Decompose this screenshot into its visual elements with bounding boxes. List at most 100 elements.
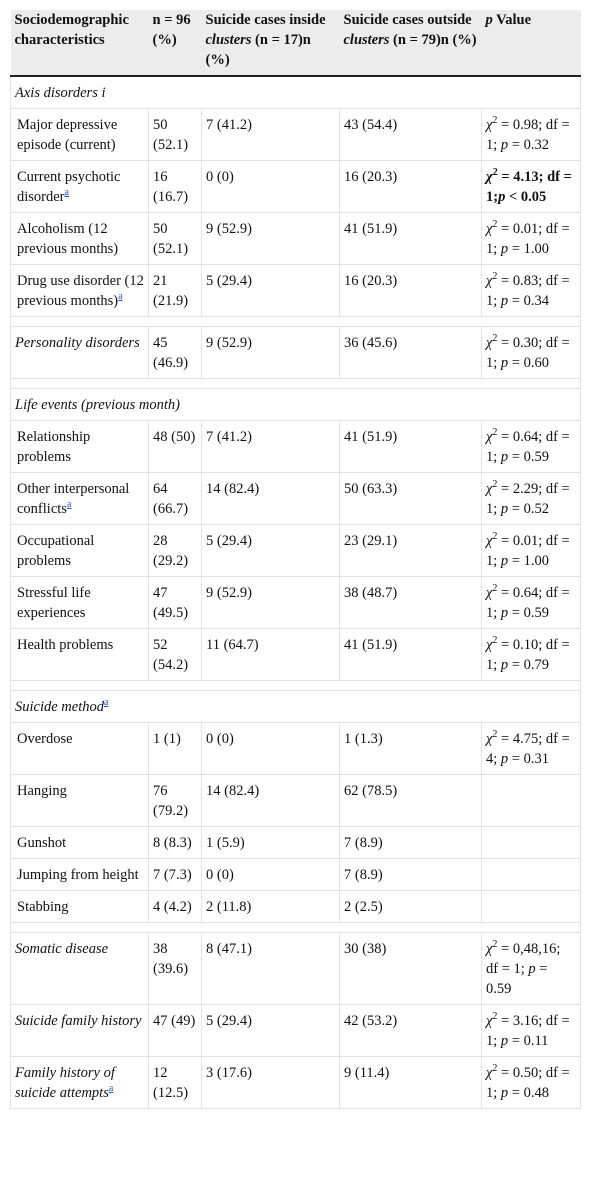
row-label: Stressful life experiences (10, 576, 149, 629)
data-cell: 8 (8.3) (148, 826, 202, 859)
data-cell: 23 (29.1) (339, 524, 482, 577)
data-cell: 9 (52.9) (201, 576, 340, 629)
row-label: Jumping from height (10, 858, 149, 891)
text-segment: p (500, 355, 509, 371)
spacer-cell (10, 316, 581, 327)
data-row: Major depressive episode (current) 50 (52… (10, 108, 581, 161)
text-segment: Suicide method (15, 699, 104, 715)
text-segment: Sociodemographic characteristics (14, 12, 129, 48)
column-header: Sociodemographic characteristics (10, 10, 149, 77)
text-segment: 2 (492, 1063, 498, 1075)
row-label: Drug use disorder (12 previous months)a (10, 264, 149, 317)
text-segment: 2 (492, 635, 498, 647)
data-cell: 50 (52.1) (148, 212, 202, 265)
text-segment: = 0.64; df = 1; (486, 585, 570, 621)
data-table: Sociodemographic characteristics n = 96 (… (10, 10, 581, 1109)
text-segment: Jumping from height (17, 867, 139, 883)
text-segment: Stressful life experiences (17, 585, 91, 621)
data-cell: 28 (29.2) (148, 524, 202, 577)
footnote-link[interactable]: a (64, 187, 69, 199)
data-cell: 7 (41.2) (201, 420, 340, 473)
data-cell: 45 (46.9) (148, 326, 202, 379)
data-cell: 1 (1.3) (339, 722, 482, 775)
data-cell: χ2 = 0.01; df = 1; p = 1.00 (481, 212, 581, 265)
header-row: Sociodemographic characteristics n = 96 (… (10, 10, 581, 77)
section-row: Suicide methoda (10, 690, 581, 723)
text-segment: Other interpersonal conflicts (17, 481, 130, 517)
data-cell: 21 (21.9) (148, 264, 202, 317)
spacer-row (10, 316, 581, 327)
data-row: Drug use disorder (12 previous months)a 2… (10, 264, 581, 317)
text-segment: 2 (492, 271, 498, 283)
text-segment: = 0.98; df = 1; (486, 117, 570, 153)
text-segment: = 0.79 (508, 657, 549, 673)
text-segment: p (500, 293, 509, 309)
text-segment: = 4.75; df = 4; (486, 731, 570, 767)
data-cell: 9 (11.4) (339, 1056, 482, 1109)
text-segment: = 0.50; df = 1; (486, 1065, 570, 1101)
row-label: Other interpersonal conflictsa (10, 472, 149, 525)
row-label: Alcoholism (12 previous months) (10, 212, 149, 265)
data-row: Alcoholism (12 previous months) 50 (52.1)… (10, 212, 581, 265)
footnote-link[interactable]: a (108, 1083, 114, 1095)
data-row: Family history of suicide attemptsa 12 (1… (10, 1056, 581, 1109)
data-cell: 0 (0) (201, 722, 340, 775)
data-cell: χ2 = 0.83; df = 1; p = 0.34 (481, 264, 581, 317)
text-segment: 2 (492, 583, 498, 595)
text-segment: p (500, 553, 509, 569)
text-segment: n = 96 (%) (152, 12, 191, 48)
section-cell: Life events (previous month) (10, 388, 581, 421)
text-segment: χ (486, 221, 493, 237)
data-cell: χ2 = 0.10; df = 1; p = 0.79 (481, 628, 581, 681)
data-row: Occupational problems 28 (29.2) 5 (29.4) 23… (10, 524, 581, 577)
data-cell: 16 (20.3) (339, 160, 482, 213)
text-segment: Alcoholism (12 previous months) (17, 221, 119, 257)
text-segment: = 0.48 (508, 1085, 549, 1101)
data-cell: 62 (78.5) (339, 774, 482, 827)
text-segment: 2 (492, 729, 498, 741)
data-cell: χ2 = 0.98; df = 1; p = 0.32 (481, 108, 581, 161)
text-segment: = 3.16; df = 1; (486, 1013, 570, 1049)
text-segment: = 0.83; df = 1; (486, 273, 570, 309)
data-cell: 9 (52.9) (201, 326, 340, 379)
text-segment: 2 (492, 219, 498, 231)
text-segment: Drug use disorder (12 previous months) (17, 273, 144, 309)
data-row: Stabbing 4 (4.2) 2 (11.8) 2 (2.5) (10, 890, 581, 923)
text-segment: = 0.31 (508, 751, 549, 767)
text-segment: = 2.29; df = 1; (486, 481, 570, 517)
footnote-link[interactable]: a (104, 697, 109, 709)
text-segment: = 0.30; df = 1; (486, 335, 570, 371)
row-label: Gunshot (10, 826, 149, 859)
text-segment: p (500, 137, 509, 153)
text-segment: = 0.60 (508, 355, 549, 371)
data-cell: 47 (49.5) (148, 576, 202, 629)
text-segment: Major depressive episode (current) (17, 117, 118, 153)
row-label: Current psychotic disordera (10, 160, 149, 213)
text-segment: < 0.05 (505, 189, 547, 205)
text-segment: = 0.59 (508, 449, 549, 465)
data-cell: 1 (1) (148, 722, 202, 775)
footnote-link[interactable]: a (66, 499, 72, 511)
section-row: Axis disorders i (10, 75, 581, 109)
data-cell: χ2 = 0,48,16; df = 1; p = 0.59 (481, 932, 581, 1005)
text-segment: p (500, 605, 509, 621)
footnote-link[interactable]: a (118, 291, 123, 303)
text-segment: = 0,48,16; df = 1; (486, 941, 561, 977)
text-segment: Current psychotic disorder (17, 169, 121, 205)
text-segment: χ (486, 533, 493, 549)
row-label: Overdose (10, 722, 149, 775)
data-cell: 0 (0) (201, 160, 340, 213)
text-segment: = 4.13; df = 1; (486, 169, 572, 205)
row-label: Suicide family history (10, 1004, 149, 1057)
text-segment: = 0.59 (508, 605, 549, 621)
data-cell: χ2 = 3.16; df = 1; p = 0.11 (481, 1004, 581, 1057)
text-segment: clusters (343, 32, 390, 48)
text-segment: 2 (492, 167, 498, 179)
data-row: Other interpersonal conflictsa 64 (66.7) 1… (10, 472, 581, 525)
text-segment: 2 (492, 115, 498, 127)
data-cell (481, 826, 581, 859)
text-segment: Personality disorders (15, 335, 140, 351)
data-cell: χ2 = 0.64; df = 1; p = 0.59 (481, 420, 581, 473)
column-header: n = 96 (%) (148, 10, 202, 77)
text-segment: χ (486, 731, 493, 747)
